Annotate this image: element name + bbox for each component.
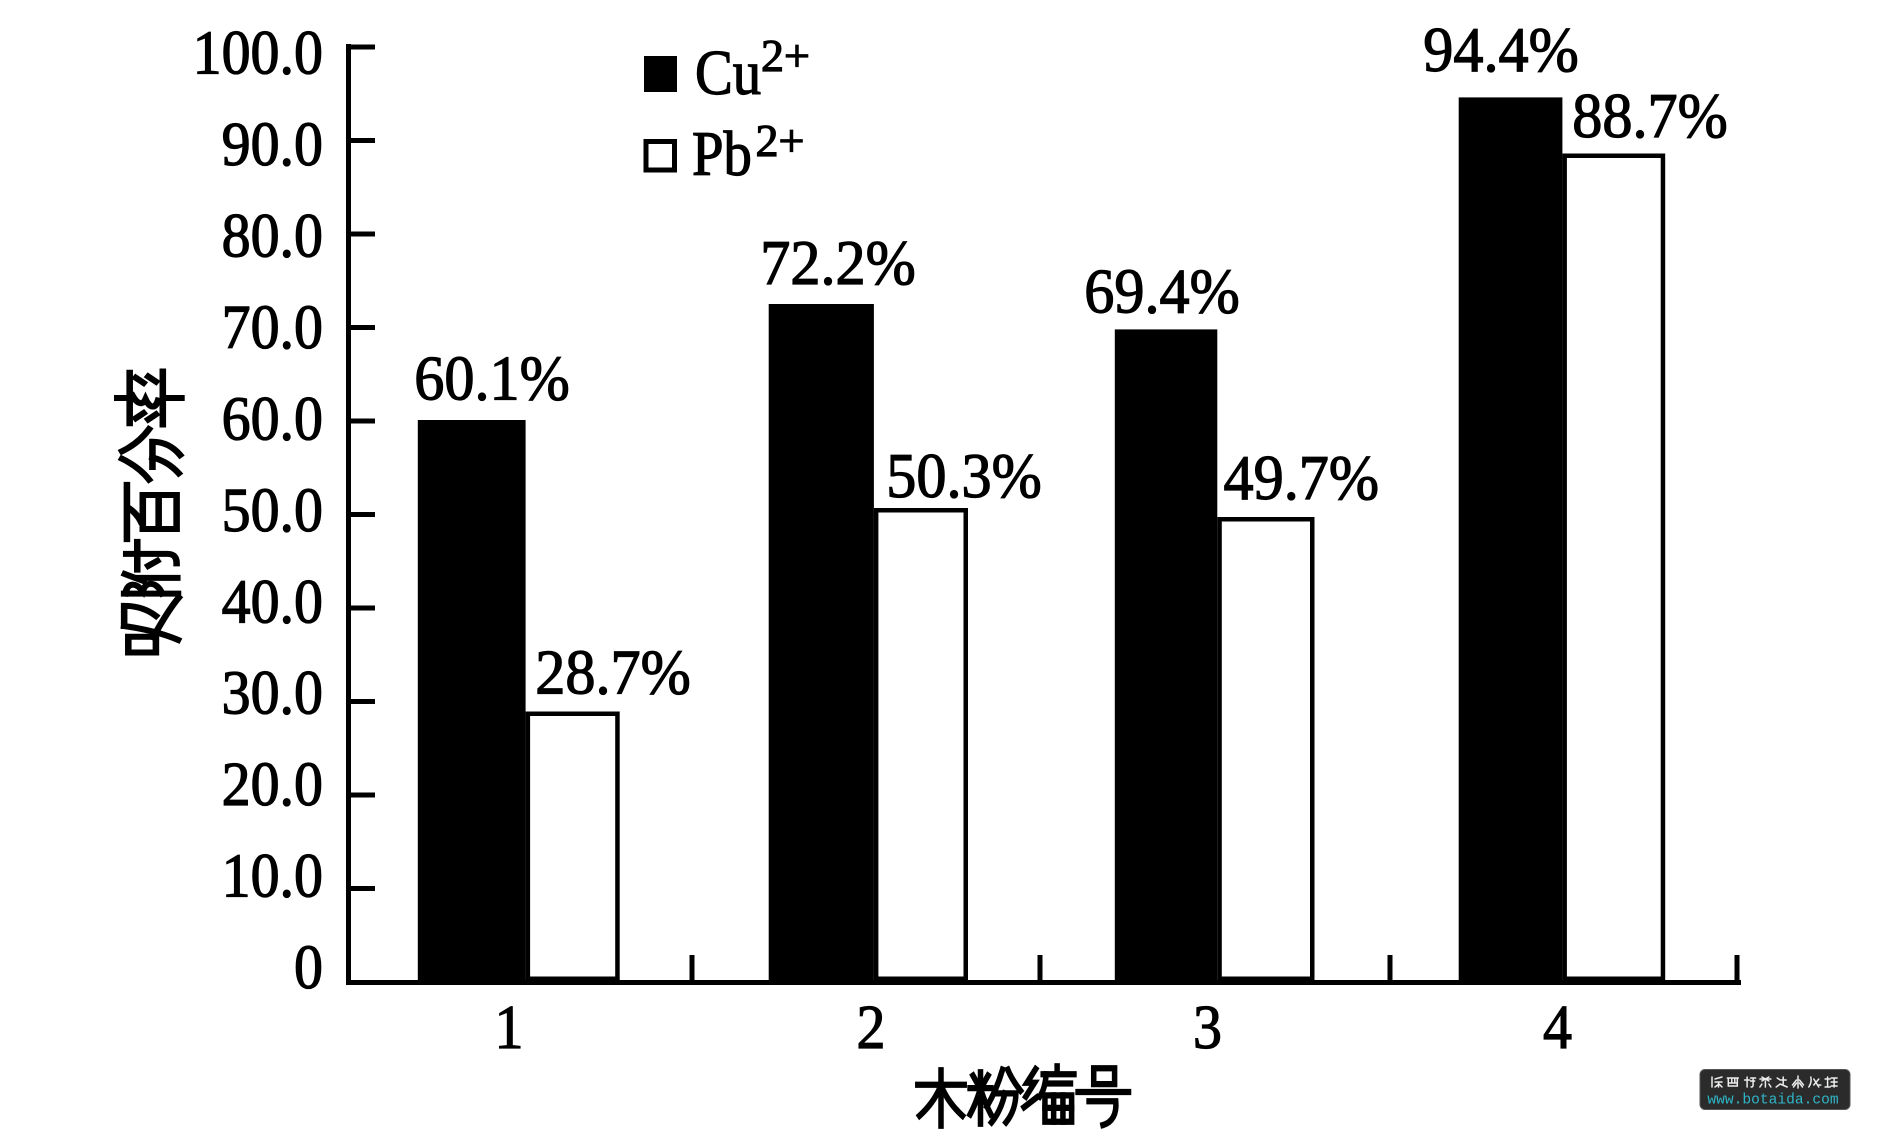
svg-text:2+: 2+ [761,30,810,81]
svg-text:20.0: 20.0 [222,750,323,820]
svg-text:50.0: 50.0 [222,476,323,546]
svg-text:2+: 2+ [756,115,805,166]
svg-text:Pb: Pb [692,119,752,188]
svg-text:10.0: 10.0 [222,841,323,911]
svg-text:4: 4 [1543,993,1572,1063]
svg-text:0: 0 [294,933,323,1003]
svg-text:80.0: 80.0 [222,201,323,271]
svg-text:100.0: 100.0 [193,19,323,89]
svg-text:60.0: 60.0 [222,384,323,454]
svg-text:Cu: Cu [695,38,761,107]
svg-text:49.7%: 49.7% [1224,444,1380,514]
svg-text:50.3%: 50.3% [886,442,1042,512]
svg-text:30.0: 30.0 [222,659,323,729]
svg-text:94.4%: 94.4% [1423,16,1579,86]
svg-text:3: 3 [1193,993,1222,1063]
svg-text:69.4%: 69.4% [1084,257,1240,327]
svg-text:2: 2 [857,993,886,1063]
svg-text:28.7%: 28.7% [535,638,691,708]
svg-text:60.1%: 60.1% [414,344,570,414]
svg-text:www.botaida.com: www.botaida.com [1707,1093,1839,1109]
svg-text:40.0: 40.0 [222,567,323,637]
svg-text:1: 1 [495,993,524,1063]
svg-text:90.0: 90.0 [222,110,323,180]
svg-text:88.7%: 88.7% [1572,82,1728,152]
svg-text:72.2%: 72.2% [760,229,916,299]
svg-text:70.0: 70.0 [222,293,323,363]
